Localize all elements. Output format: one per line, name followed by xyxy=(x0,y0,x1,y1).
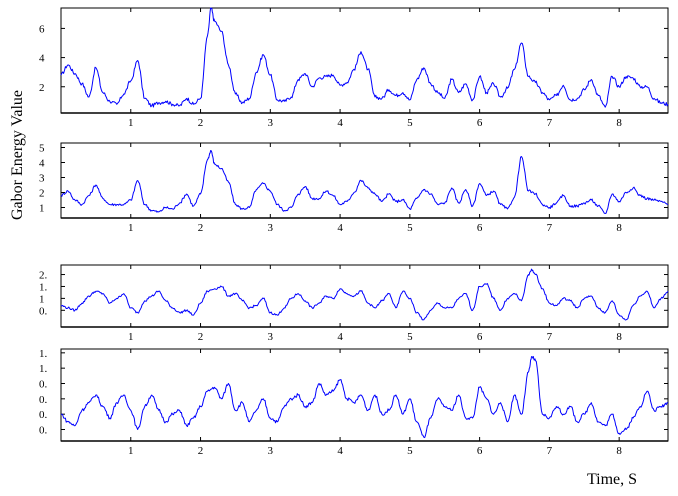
x-tick-label: 1 xyxy=(128,117,134,129)
series-line xyxy=(60,7,669,108)
x-tick-label: 4 xyxy=(337,445,343,457)
plot-frame xyxy=(60,142,669,219)
x-tick-label: 2 xyxy=(198,445,204,457)
series-line xyxy=(61,356,669,439)
series-line xyxy=(60,268,669,321)
y-tick-label: 6 xyxy=(39,23,45,35)
x-tick-label: 5 xyxy=(407,222,413,234)
x-tick-label: 4 xyxy=(337,331,343,343)
y-tick-label: 1 xyxy=(39,293,45,305)
y-tick-label: 0. xyxy=(39,379,48,391)
chart-panel-1: 1 2 3 4 5 6 7 8 2 4 6 xyxy=(39,7,669,129)
x-tick-label: 1 xyxy=(128,222,134,234)
x-tick-label: 4 xyxy=(337,117,343,129)
y-tick-label: 0. xyxy=(39,425,48,437)
x-tick-label: 1 xyxy=(128,445,134,457)
y-tick-label: 2 xyxy=(39,82,45,94)
x-tick-label: 7 xyxy=(547,222,553,234)
x-tick-label: 5 xyxy=(407,117,413,129)
x-tick-label: 5 xyxy=(407,331,413,343)
x-tick-label: 2 xyxy=(198,222,204,234)
y-tick-label: 1. xyxy=(39,348,48,360)
x-tick-label: 2 xyxy=(198,117,204,129)
x-tick-label: 3 xyxy=(268,222,274,234)
y-tick-label: 3 xyxy=(39,173,45,185)
chart-panel-2: 1 2 3 4 5 6 7 8 1 2 3 4 5 xyxy=(39,142,669,234)
y-tick-label: 1 xyxy=(39,203,45,215)
x-tick-label: 2 xyxy=(198,331,204,343)
x-axis-label: Time, S xyxy=(587,471,637,488)
y-tick-label: 0. xyxy=(39,409,48,421)
x-tick-label: 8 xyxy=(616,445,622,457)
x-tick-label: 6 xyxy=(477,445,483,457)
y-tick-label: 1. xyxy=(39,281,48,293)
y-tick-label: 0. xyxy=(39,394,48,406)
chart-panel-4: 1 2 3 4 5 6 7 8 0. 0. 0. 0. 1. 1. xyxy=(39,348,669,457)
y-tick-label: 4 xyxy=(39,53,45,65)
x-tick-label: 6 xyxy=(477,331,483,343)
series-line xyxy=(60,150,669,214)
y-tick-label: 2. xyxy=(39,270,48,282)
y-tick-label: 2 xyxy=(39,188,45,200)
x-tick-label: 3 xyxy=(268,331,274,343)
x-tick-label: 3 xyxy=(268,445,274,457)
x-tick-label: 7 xyxy=(547,331,553,343)
x-tick-label: 4 xyxy=(337,222,343,234)
y-axis-label: Gabor Energy Value xyxy=(9,90,26,220)
chart-panel-3: 1 2 3 4 5 6 7 80.11.2. xyxy=(39,264,669,343)
y-tick-label: 1. xyxy=(39,363,48,375)
x-tick-label: 8 xyxy=(616,331,622,343)
x-tick-label: 5 xyxy=(407,445,413,457)
x-tick-label: 8 xyxy=(616,117,622,129)
x-tick-label: 6 xyxy=(477,222,483,234)
x-tick-label: 6 xyxy=(477,117,483,129)
x-tick-label: 7 xyxy=(547,445,553,457)
x-tick-label: 8 xyxy=(616,222,622,234)
y-tick-label: 0. xyxy=(39,305,48,317)
x-tick-label: 1 xyxy=(128,331,134,343)
y-tick-label: 5 xyxy=(39,143,45,155)
y-tick-label: 4 xyxy=(39,158,45,170)
x-tick-label: 7 xyxy=(547,117,553,129)
x-tick-label: 3 xyxy=(268,117,274,129)
